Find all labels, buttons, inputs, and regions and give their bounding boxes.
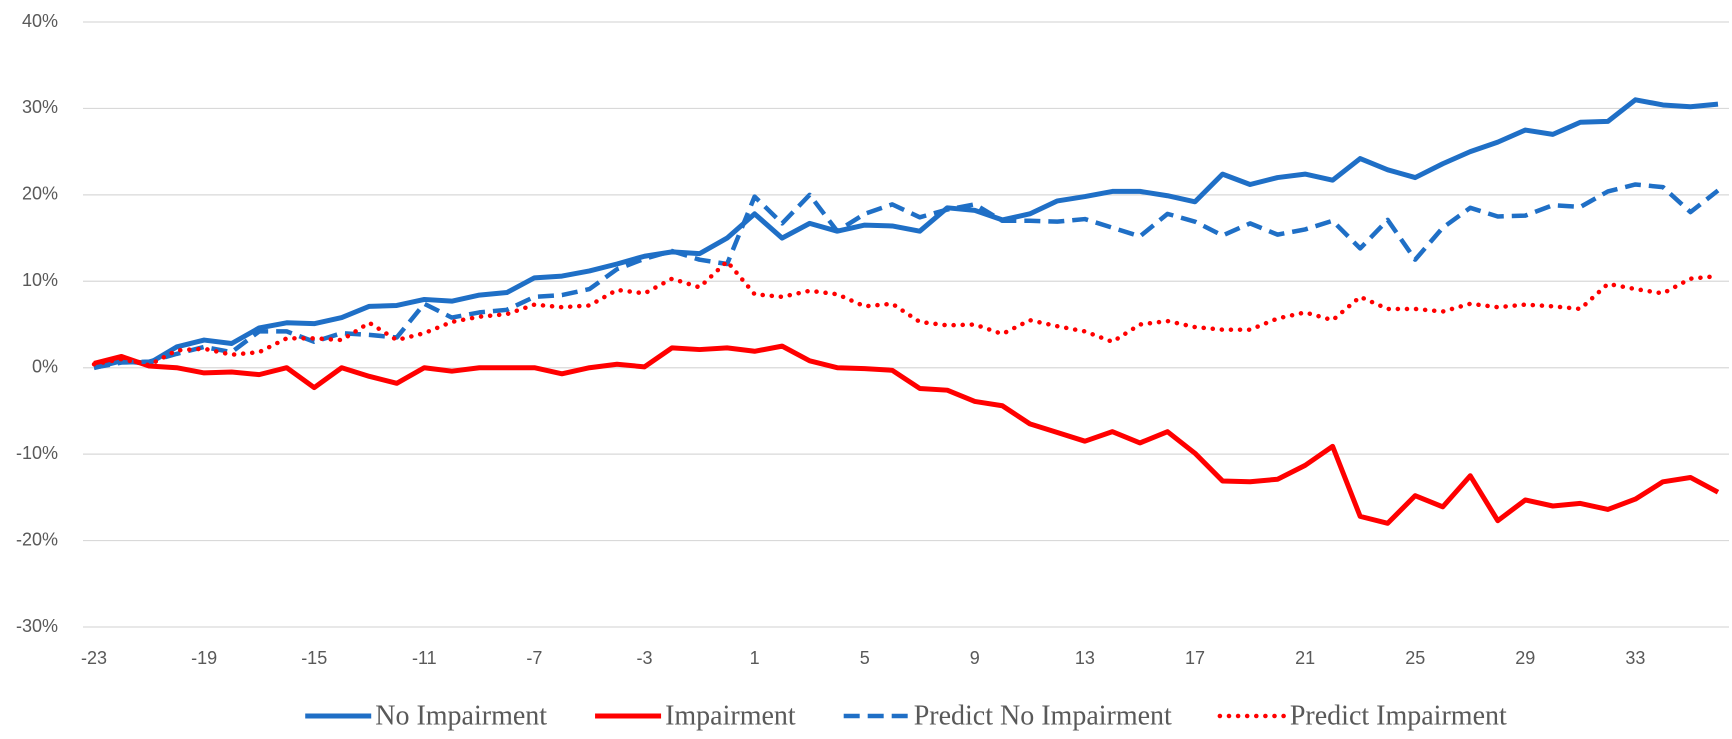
x-tick-label: 9 bbox=[970, 648, 980, 668]
y-tick-label: 0% bbox=[32, 356, 58, 376]
legend-label: Impairment bbox=[665, 700, 796, 731]
y-tick-label: 40% bbox=[22, 11, 58, 31]
x-tick-label: 33 bbox=[1625, 648, 1645, 668]
x-tick-label: -19 bbox=[191, 648, 217, 668]
legend-item: No Impairment bbox=[305, 700, 547, 731]
series-line bbox=[93, 343, 1720, 526]
legend: No Impairment Impairment Predict No Impair… bbox=[305, 700, 1507, 731]
legend-label: Predict Impairment bbox=[1290, 700, 1507, 731]
legend-item: Impairment bbox=[595, 700, 796, 731]
y-tick-label: 20% bbox=[22, 184, 58, 204]
x-tick-label: -11 bbox=[412, 648, 437, 668]
x-tick-label: 17 bbox=[1185, 648, 1205, 668]
x-tick-label: 5 bbox=[860, 648, 870, 668]
x-tick-label: -3 bbox=[637, 648, 653, 668]
y-tick-label: -20% bbox=[16, 529, 58, 549]
legend-label: Predict No Impairment bbox=[914, 700, 1172, 731]
y-tick-label: -10% bbox=[16, 443, 58, 463]
legend-label: No Impairment bbox=[375, 700, 547, 731]
x-tick-label: -7 bbox=[526, 648, 542, 668]
x-tick-label: -23 bbox=[81, 648, 107, 668]
series-line bbox=[93, 97, 1719, 371]
series-line bbox=[91, 259, 1721, 368]
y-tick-label: -30% bbox=[16, 616, 58, 636]
x-tick-label: 25 bbox=[1405, 648, 1425, 668]
y-tick-label: 30% bbox=[22, 97, 58, 117]
legend-item: Predict No Impairment bbox=[843, 700, 1172, 731]
x-tick-label: -15 bbox=[301, 648, 327, 668]
x-tick-label: 1 bbox=[750, 648, 760, 668]
legend-item: Predict Impairment bbox=[1217, 700, 1507, 731]
x-tick-label: 29 bbox=[1515, 648, 1535, 668]
y-tick-label: 10% bbox=[22, 270, 58, 290]
x-tick-label: 21 bbox=[1295, 648, 1315, 668]
x-tick-label: 13 bbox=[1075, 648, 1095, 668]
series-line bbox=[93, 182, 1720, 370]
